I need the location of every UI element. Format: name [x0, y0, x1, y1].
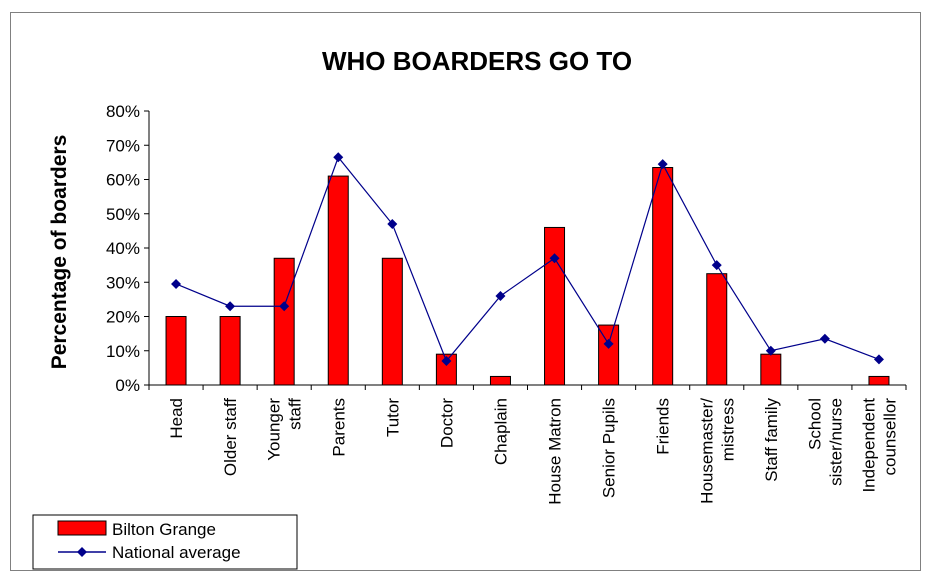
x-tick-label: Housemaster/mistress — [697, 398, 737, 504]
y-tick-label: 60% — [106, 171, 140, 190]
x-tick-label: Tutor — [383, 398, 402, 437]
x-tick-label-line: Parents — [329, 398, 348, 457]
line-point — [819, 333, 830, 344]
legend-label-national-average: National average — [112, 543, 241, 562]
x-tick-label-line: Younger — [265, 398, 284, 461]
y-axis-label: Percentage of boarders — [48, 135, 71, 370]
bar — [273, 257, 295, 386]
x-tick-label: Chaplain — [491, 398, 510, 465]
x-tick-label-line: House Matron — [546, 398, 565, 505]
x-tick-label-line: staff — [286, 398, 305, 430]
x-tick-label: Younger staff — [265, 398, 305, 461]
line-point — [495, 290, 506, 301]
chart-border — [10, 12, 921, 571]
bar — [381, 257, 403, 386]
series-line-national-average — [175, 156, 880, 363]
line-point — [279, 301, 290, 312]
x-tick-label: House Matron — [546, 398, 565, 505]
x-tick-label-line: Independent — [859, 398, 878, 493]
bar — [165, 316, 187, 386]
line-point — [873, 354, 884, 365]
y-tick-label: 80% — [106, 102, 140, 121]
bar — [868, 375, 890, 386]
y-tick-label: 20% — [106, 308, 140, 327]
bar — [489, 375, 511, 386]
x-tick-label-line: mistress — [718, 398, 737, 461]
chart-title: WHO BOARDERS GO TO — [322, 46, 632, 76]
x-tick-label-line: Tutor — [383, 398, 402, 437]
bar — [652, 167, 674, 386]
x-tick-label: Older staff — [221, 398, 240, 476]
bar — [327, 175, 349, 386]
bar — [598, 324, 620, 386]
x-tick-label-line: Chaplain — [491, 398, 510, 465]
bar — [706, 273, 728, 386]
line-point — [225, 301, 236, 312]
y-tick-label: 10% — [106, 342, 140, 361]
x-tick-label-line: Housemaster/ — [697, 398, 716, 504]
line-point — [333, 152, 344, 163]
legend-marker-national-average — [77, 547, 87, 557]
x-tick-label: School sister/nurse — [805, 398, 845, 486]
x-tick-label-line: Older staff — [221, 398, 240, 476]
y-tick-label: 40% — [106, 239, 140, 258]
y-tick-label: 50% — [106, 205, 140, 224]
x-tick-label: Doctor — [437, 398, 456, 448]
x-tick-label-line: Head — [167, 398, 186, 439]
x-tick-label-line: Doctor — [437, 398, 456, 448]
x-tick-label: Senior Pupils — [600, 398, 619, 498]
bar — [544, 226, 566, 386]
line-point — [657, 159, 668, 170]
bar — [219, 316, 241, 386]
x-tick-label-line: counsellor — [880, 398, 899, 476]
x-tick-label-line: Friends — [654, 398, 673, 455]
line-point — [171, 278, 182, 289]
line-point — [765, 345, 776, 356]
y-tick-label: 30% — [106, 273, 140, 292]
y-tick-label: 0% — [115, 376, 140, 395]
line-point — [549, 253, 560, 264]
x-tick-label-line: Senior Pupils — [600, 398, 619, 498]
x-tick-label: Independent counsellor — [859, 398, 899, 493]
bar — [760, 353, 782, 386]
legend-swatch-bilton-grange — [57, 520, 107, 536]
legend-label-bilton-grange: Bilton Grange — [112, 520, 216, 539]
x-tick-label: Friends — [654, 398, 673, 455]
line-point — [711, 260, 722, 271]
x-tick-label-line: School — [805, 398, 824, 450]
line-point — [441, 356, 452, 367]
line-point — [387, 219, 398, 230]
legend: Bilton Grange National average — [32, 514, 298, 570]
x-tick-label-line: sister/nurse — [826, 398, 845, 486]
x-tick-label-line: Staff family — [762, 398, 781, 482]
x-tick-label: Staff family — [762, 398, 781, 482]
y-tick-label: 70% — [106, 136, 140, 155]
x-tick-label: Head — [167, 398, 186, 439]
line-point — [603, 338, 614, 349]
plot-area: 0% 10% 20% 30% 40% 50% 60% 70% 80% Head Older staf… — [106, 102, 907, 505]
x-tick-label: Parents — [329, 398, 348, 457]
